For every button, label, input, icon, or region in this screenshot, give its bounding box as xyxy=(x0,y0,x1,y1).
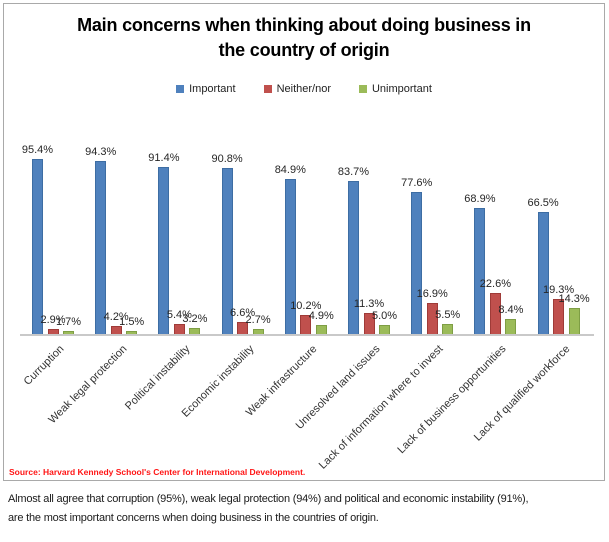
bar-neither-nor-0 xyxy=(47,328,59,334)
plot-area: 95.4% 2.9% 1.7% Curruption 94.3% 4.2% 1.5% Weak… xyxy=(4,4,604,480)
bar-value-label: 16.9% xyxy=(416,288,448,301)
bar-value-label: 5.5% xyxy=(435,308,461,321)
chart-title-line-1: Main concerns when thinking about doing … xyxy=(77,15,531,35)
bar-value-label: 6.6% xyxy=(230,306,256,319)
bar-value-label: 90.8% xyxy=(211,152,243,165)
legend-swatch-icon xyxy=(263,85,272,93)
bar-value-label: 83.7% xyxy=(337,165,370,178)
bar-value-label: 14.3% xyxy=(558,292,590,305)
bar-unimportant-5 xyxy=(379,324,390,334)
bar-important-2 xyxy=(158,166,170,334)
bar-unimportant-6 xyxy=(442,323,454,334)
bar-value-label: 2.7% xyxy=(245,314,271,327)
bar-important-1 xyxy=(95,161,107,334)
bar-value-label: 84.9% xyxy=(274,163,306,176)
bar-neither-nor-3 xyxy=(237,321,249,334)
chart-title: Main concerns when thinking about doing … xyxy=(4,13,604,63)
bar-value-label: 11.3% xyxy=(353,298,385,311)
bar-value-label: 68.9% xyxy=(464,192,496,205)
bar-value-label: 3.2% xyxy=(182,313,208,326)
legend-label: Neither/nor xyxy=(276,83,331,95)
bar-neither-nor-5 xyxy=(363,313,375,334)
caption-line-2: are the most important concerns when doi… xyxy=(8,512,379,524)
bar-value-label: 19.3% xyxy=(542,283,575,296)
bar-value-label: 94.3% xyxy=(85,146,117,159)
bar-important-6 xyxy=(411,191,423,334)
legend-swatch-icon xyxy=(176,85,185,93)
x-axis-line xyxy=(20,334,594,336)
bar-unimportant-0 xyxy=(63,330,74,334)
bar-neither-nor-1 xyxy=(110,326,122,334)
bar-neither-nor-6 xyxy=(426,303,438,334)
bar-value-label: 5.0% xyxy=(371,309,398,322)
bar-neither-nor-8 xyxy=(553,298,565,334)
bar-value-label: 8.4% xyxy=(498,303,524,316)
bar-value-label: 1.5% xyxy=(119,316,145,329)
bar-neither-nor-4 xyxy=(300,315,312,334)
bar-important-8 xyxy=(537,212,549,334)
legend-item-1: Neither/nor xyxy=(263,83,331,95)
bar-value-label: 10.2% xyxy=(290,300,322,313)
legend-swatch-icon xyxy=(358,85,367,93)
caption-line-1: Almost all agree that corruption (95%), … xyxy=(8,493,529,505)
bar-unimportant-1 xyxy=(126,331,138,334)
bar-unimportant-3 xyxy=(252,329,264,334)
bar-important-0 xyxy=(32,159,43,334)
bar-value-label: 5.4% xyxy=(166,309,192,322)
bar-value-label: 91.4% xyxy=(148,151,180,164)
bar-unimportant-2 xyxy=(189,328,201,334)
bar-value-label: 95.4% xyxy=(21,144,54,157)
bar-value-label: 2.9% xyxy=(40,313,66,326)
caption: Almost all agree that corruption (95%), … xyxy=(8,490,606,528)
bar-value-label: 4.2% xyxy=(103,311,129,324)
bar-value-label: 77.6% xyxy=(401,176,433,189)
bar-value-label: 4.9% xyxy=(308,310,334,323)
chart-legend: Important Neither/nor Unimportant xyxy=(4,83,604,95)
bar-neither-nor-2 xyxy=(173,324,185,334)
legend-item-0: Important xyxy=(176,83,236,95)
chart-frame: Main concerns when thinking about doing … xyxy=(3,3,605,481)
bar-important-5 xyxy=(348,180,359,334)
bar-important-7 xyxy=(474,207,486,334)
bar-value-label: 22.6% xyxy=(479,277,511,290)
bar-unimportant-7 xyxy=(505,318,517,334)
legend-item-2: Unimportant xyxy=(358,83,432,95)
bar-unimportant-8 xyxy=(568,307,580,334)
legend-label: Unimportant xyxy=(371,83,432,95)
bar-value-label: 1.7% xyxy=(55,315,82,328)
bar-value-label: 66.5% xyxy=(527,197,559,210)
bar-important-4 xyxy=(284,178,296,334)
bar-unimportant-4 xyxy=(315,325,327,334)
legend-label: Important xyxy=(189,83,236,95)
chart-title-line-2: the country of origin xyxy=(218,40,390,60)
source-attribution: Source: Harvard Kennedy School's Center … xyxy=(9,467,306,477)
bar-neither-nor-7 xyxy=(489,292,501,334)
bar-important-3 xyxy=(221,167,233,334)
